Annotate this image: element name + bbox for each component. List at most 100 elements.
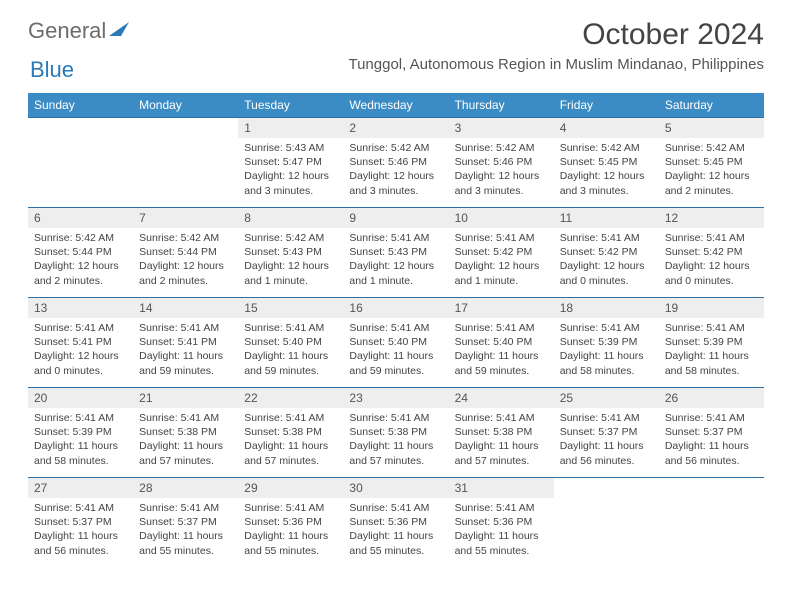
day-info: Sunrise: 5:41 AMSunset: 5:42 PMDaylight:… [659,228,764,294]
logo-text-general: General [28,18,106,44]
day-info: Sunrise: 5:41 AMSunset: 5:36 PMDaylight:… [343,498,448,564]
calendar-table: SundayMondayTuesdayWednesdayThursdayFrid… [28,93,764,568]
day-number: 3 [449,118,554,138]
dow-monday: Monday [133,93,238,118]
day-number: 24 [449,388,554,408]
day-cell [28,118,133,208]
logo-text-blue: Blue [30,57,74,82]
day-info: Sunrise: 5:41 AMSunset: 5:37 PMDaylight:… [133,498,238,564]
day-cell: 20Sunrise: 5:41 AMSunset: 5:39 PMDayligh… [28,388,133,478]
day-cell: 2Sunrise: 5:42 AMSunset: 5:46 PMDaylight… [343,118,448,208]
day-info: Sunrise: 5:41 AMSunset: 5:39 PMDaylight:… [659,318,764,384]
day-info: Sunrise: 5:42 AMSunset: 5:43 PMDaylight:… [238,228,343,294]
day-number: 28 [133,478,238,498]
day-info: Sunrise: 5:41 AMSunset: 5:42 PMDaylight:… [554,228,659,294]
day-number: 15 [238,298,343,318]
day-info: Sunrise: 5:41 AMSunset: 5:37 PMDaylight:… [659,408,764,474]
day-number: 5 [659,118,764,138]
day-cell [554,478,659,568]
day-number: 18 [554,298,659,318]
day-info: Sunrise: 5:42 AMSunset: 5:45 PMDaylight:… [659,138,764,204]
day-cell [659,478,764,568]
day-info: Sunrise: 5:41 AMSunset: 5:37 PMDaylight:… [28,498,133,564]
day-cell: 8Sunrise: 5:42 AMSunset: 5:43 PMDaylight… [238,208,343,298]
day-number: 23 [343,388,448,408]
day-cell: 11Sunrise: 5:41 AMSunset: 5:42 PMDayligh… [554,208,659,298]
day-number: 22 [238,388,343,408]
day-cell: 13Sunrise: 5:41 AMSunset: 5:41 PMDayligh… [28,298,133,388]
day-number: 17 [449,298,554,318]
day-info: Sunrise: 5:41 AMSunset: 5:39 PMDaylight:… [554,318,659,384]
day-cell: 10Sunrise: 5:41 AMSunset: 5:42 PMDayligh… [449,208,554,298]
dow-saturday: Saturday [659,93,764,118]
day-number: 8 [238,208,343,228]
day-info: Sunrise: 5:42 AMSunset: 5:45 PMDaylight:… [554,138,659,204]
day-number: 14 [133,298,238,318]
dow-header-row: SundayMondayTuesdayWednesdayThursdayFrid… [28,93,764,118]
day-number: 16 [343,298,448,318]
day-cell: 16Sunrise: 5:41 AMSunset: 5:40 PMDayligh… [343,298,448,388]
day-number: 30 [343,478,448,498]
day-number: 7 [133,208,238,228]
month-title: October 2024 [348,18,764,52]
dow-friday: Friday [554,93,659,118]
day-info: Sunrise: 5:41 AMSunset: 5:36 PMDaylight:… [238,498,343,564]
day-info: Sunrise: 5:41 AMSunset: 5:41 PMDaylight:… [28,318,133,384]
day-cell: 18Sunrise: 5:41 AMSunset: 5:39 PMDayligh… [554,298,659,388]
day-number: 29 [238,478,343,498]
day-cell: 27Sunrise: 5:41 AMSunset: 5:37 PMDayligh… [28,478,133,568]
day-info: Sunrise: 5:41 AMSunset: 5:42 PMDaylight:… [449,228,554,294]
week-row: 13Sunrise: 5:41 AMSunset: 5:41 PMDayligh… [28,298,764,388]
day-number: 19 [659,298,764,318]
day-cell [133,118,238,208]
day-number: 9 [343,208,448,228]
week-row: 6Sunrise: 5:42 AMSunset: 5:44 PMDaylight… [28,208,764,298]
day-cell: 29Sunrise: 5:41 AMSunset: 5:36 PMDayligh… [238,478,343,568]
day-number: 26 [659,388,764,408]
day-info: Sunrise: 5:41 AMSunset: 5:40 PMDaylight:… [238,318,343,384]
title-block: October 2024 Tunggol, Autonomous Region … [348,18,764,73]
day-info: Sunrise: 5:42 AMSunset: 5:46 PMDaylight:… [343,138,448,204]
day-cell: 12Sunrise: 5:41 AMSunset: 5:42 PMDayligh… [659,208,764,298]
day-number: 21 [133,388,238,408]
day-cell: 31Sunrise: 5:41 AMSunset: 5:36 PMDayligh… [449,478,554,568]
day-cell: 28Sunrise: 5:41 AMSunset: 5:37 PMDayligh… [133,478,238,568]
day-info: Sunrise: 5:41 AMSunset: 5:40 PMDaylight:… [449,318,554,384]
day-cell: 23Sunrise: 5:41 AMSunset: 5:38 PMDayligh… [343,388,448,478]
day-cell: 3Sunrise: 5:42 AMSunset: 5:46 PMDaylight… [449,118,554,208]
day-cell: 19Sunrise: 5:41 AMSunset: 5:39 PMDayligh… [659,298,764,388]
day-info: Sunrise: 5:41 AMSunset: 5:41 PMDaylight:… [133,318,238,384]
dow-wednesday: Wednesday [343,93,448,118]
day-info: Sunrise: 5:41 AMSunset: 5:38 PMDaylight:… [343,408,448,474]
week-row: 27Sunrise: 5:41 AMSunset: 5:37 PMDayligh… [28,478,764,568]
day-cell: 9Sunrise: 5:41 AMSunset: 5:43 PMDaylight… [343,208,448,298]
day-cell: 1Sunrise: 5:43 AMSunset: 5:47 PMDaylight… [238,118,343,208]
day-info: Sunrise: 5:41 AMSunset: 5:39 PMDaylight:… [28,408,133,474]
day-cell: 15Sunrise: 5:41 AMSunset: 5:40 PMDayligh… [238,298,343,388]
day-cell: 21Sunrise: 5:41 AMSunset: 5:38 PMDayligh… [133,388,238,478]
day-number: 27 [28,478,133,498]
logo: General [28,18,132,44]
day-number: 12 [659,208,764,228]
day-cell: 30Sunrise: 5:41 AMSunset: 5:36 PMDayligh… [343,478,448,568]
dow-thursday: Thursday [449,93,554,118]
day-number: 6 [28,208,133,228]
location-subtitle: Tunggol, Autonomous Region in Muslim Min… [348,56,764,73]
day-cell: 17Sunrise: 5:41 AMSunset: 5:40 PMDayligh… [449,298,554,388]
day-cell: 26Sunrise: 5:41 AMSunset: 5:37 PMDayligh… [659,388,764,478]
day-cell: 24Sunrise: 5:41 AMSunset: 5:38 PMDayligh… [449,388,554,478]
week-row: 20Sunrise: 5:41 AMSunset: 5:39 PMDayligh… [28,388,764,478]
day-info: Sunrise: 5:41 AMSunset: 5:38 PMDaylight:… [449,408,554,474]
logo-triangle-icon [108,20,130,43]
day-info: Sunrise: 5:41 AMSunset: 5:38 PMDaylight:… [133,408,238,474]
day-number: 4 [554,118,659,138]
day-cell: 14Sunrise: 5:41 AMSunset: 5:41 PMDayligh… [133,298,238,388]
day-info: Sunrise: 5:42 AMSunset: 5:46 PMDaylight:… [449,138,554,204]
day-cell: 5Sunrise: 5:42 AMSunset: 5:45 PMDaylight… [659,118,764,208]
dow-sunday: Sunday [28,93,133,118]
day-cell: 25Sunrise: 5:41 AMSunset: 5:37 PMDayligh… [554,388,659,478]
day-number: 11 [554,208,659,228]
day-info: Sunrise: 5:41 AMSunset: 5:36 PMDaylight:… [449,498,554,564]
day-info: Sunrise: 5:43 AMSunset: 5:47 PMDaylight:… [238,138,343,204]
day-cell: 7Sunrise: 5:42 AMSunset: 5:44 PMDaylight… [133,208,238,298]
